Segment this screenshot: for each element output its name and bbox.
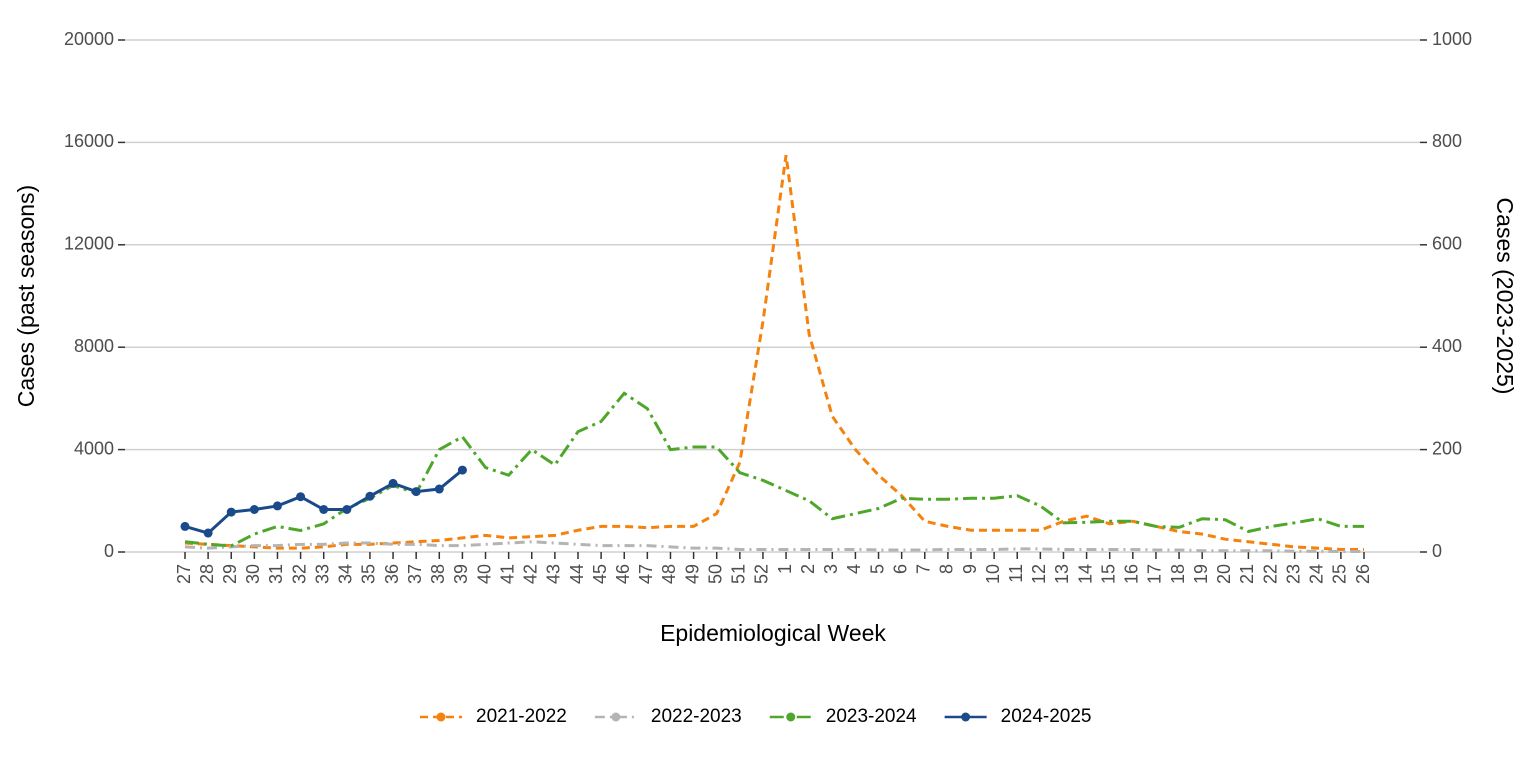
x-tick-label: 44: [567, 564, 587, 584]
x-tick-label: 50: [705, 564, 725, 584]
x-tick-label: 33: [312, 564, 332, 584]
y-tick-label: 16000: [64, 131, 114, 151]
y2-tick-label: 800: [1432, 131, 1462, 151]
x-tick-label: 8: [937, 564, 957, 574]
point: [365, 491, 375, 501]
y2-tick-label: 0: [1432, 541, 1442, 561]
point: [434, 484, 444, 494]
y2-tick-label: 600: [1432, 234, 1462, 254]
point: [180, 521, 190, 531]
x-tick-label: 1: [775, 564, 795, 574]
legend-label: 2021-2022: [476, 706, 567, 727]
x-tick-label: 9: [960, 564, 980, 574]
x-tick-label: 51: [729, 564, 749, 584]
x-tick-label: 13: [1052, 564, 1072, 584]
x-tick-label: 7: [914, 564, 934, 574]
x-tick-label: 45: [590, 564, 610, 584]
legend-label: 2024-2025: [1001, 706, 1092, 727]
x-tick-label: 28: [197, 564, 217, 584]
x-tick-label: 11: [1006, 564, 1026, 583]
x-tick-label: 46: [613, 564, 633, 584]
point: [296, 492, 306, 502]
x-tick-label: 23: [1283, 564, 1303, 584]
x-tick-label: 37: [405, 564, 425, 584]
x-tick-label: 19: [1191, 564, 1211, 584]
x-tick-label: 47: [636, 564, 656, 584]
x-tick-label: 14: [1075, 564, 1095, 584]
series-line: [184, 540, 1364, 553]
x-tick-label: 16: [1122, 564, 1142, 584]
x-tick-label: 34: [336, 564, 356, 584]
y-tick-label: 4000: [74, 438, 114, 458]
legend-marker: [611, 712, 621, 722]
y-tick-label: 0: [104, 541, 114, 561]
x-tick-label: 18: [1168, 564, 1188, 584]
x-tick-label: 39: [451, 564, 471, 584]
x-tick-label: 25: [1330, 564, 1350, 584]
x-tick-label: 43: [544, 564, 564, 584]
legend-label: 2023-2024: [826, 706, 917, 727]
point: [249, 505, 259, 515]
x-tick-label: 42: [521, 564, 541, 584]
y-tick-label: 20000: [64, 29, 114, 49]
point: [319, 505, 329, 515]
x-tick-label: 38: [428, 564, 448, 584]
x-tick-label: 10: [983, 564, 1003, 584]
x-tick-label: 12: [1029, 564, 1049, 584]
x-tick-label: 52: [752, 564, 772, 584]
y-tick-label: 8000: [74, 336, 114, 356]
y2-tick-label: 1000: [1432, 29, 1472, 49]
x-tick-label: 29: [220, 564, 240, 584]
x-tick-label: 6: [890, 564, 910, 574]
x-tick-label: 26: [1353, 564, 1373, 584]
y-axis-label: Cases (past seasons): [13, 185, 39, 407]
x-tick-label: 48: [659, 564, 679, 584]
point: [272, 501, 282, 511]
y2-tick-label: 400: [1432, 336, 1462, 356]
point: [203, 528, 213, 538]
x-tick-label: 22: [1260, 564, 1280, 584]
x-tick-label: 36: [382, 564, 402, 584]
x-tick-label: 4: [844, 564, 864, 574]
point: [457, 465, 467, 475]
series-line: [184, 154, 1364, 551]
x-tick-label: 40: [474, 564, 494, 584]
x-tick-label: 41: [497, 564, 517, 584]
x-tick-label: 5: [867, 564, 887, 574]
x-tick-label: 17: [1145, 564, 1165, 584]
point: [388, 478, 398, 488]
x-tick-label: 32: [289, 564, 309, 584]
legend-marker: [436, 712, 446, 722]
x-tick-label: 30: [243, 564, 263, 584]
point: [226, 507, 236, 517]
x-tick-label: 3: [821, 564, 841, 574]
point: [411, 487, 421, 497]
x-tick-label: 35: [359, 564, 379, 584]
x-axis-label: Epidemiological Week: [660, 620, 886, 646]
legend-label: 2022-2023: [651, 706, 742, 727]
y2-tick-label: 200: [1432, 438, 1462, 458]
x-tick-label: 24: [1307, 564, 1327, 584]
x-tick-label: 31: [266, 564, 286, 584]
series-line: [184, 391, 1364, 548]
legend-marker: [961, 712, 971, 722]
x-tick-label: 27: [174, 564, 194, 584]
x-tick-label: 2: [798, 564, 818, 574]
y-tick-label: 12000: [64, 234, 114, 254]
y2-axis-label: Cases (2023-2025): [1492, 198, 1518, 395]
legend-marker: [786, 712, 796, 722]
x-tick-label: 49: [682, 564, 702, 584]
x-tick-label: 21: [1237, 564, 1257, 584]
point: [342, 505, 352, 515]
x-tick-label: 15: [1098, 564, 1118, 584]
x-tick-label: 20: [1214, 564, 1234, 584]
